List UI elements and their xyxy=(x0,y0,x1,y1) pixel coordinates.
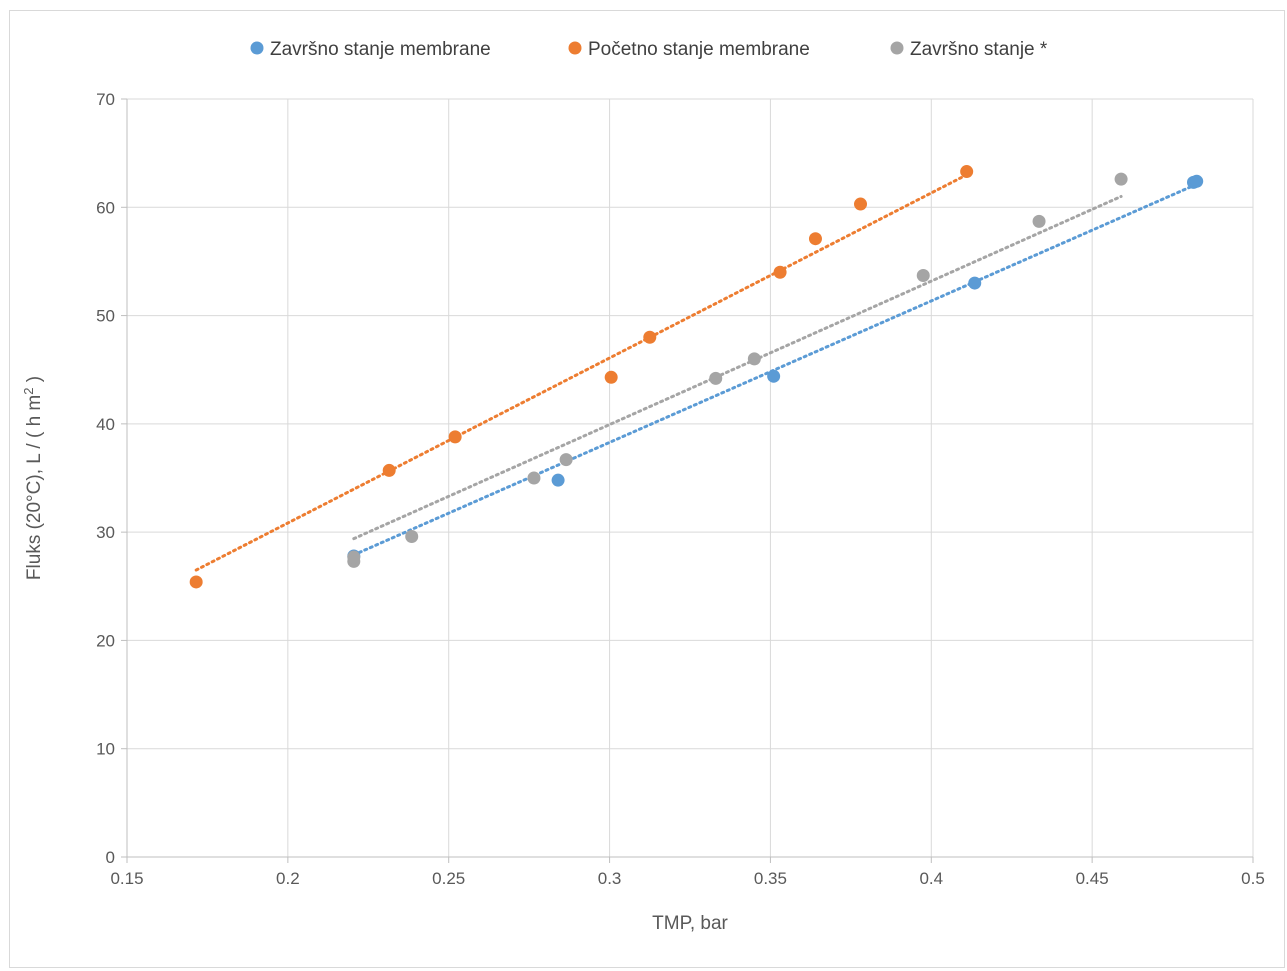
data-points xyxy=(189,165,1204,589)
point-series-3 xyxy=(1032,214,1046,228)
point-series-3 xyxy=(527,471,541,485)
x-tick-label: 0.45 xyxy=(1076,869,1109,888)
point-series-1 xyxy=(551,473,565,487)
y-tick-label: 40 xyxy=(96,415,115,434)
point-series-2 xyxy=(960,165,974,179)
point-series-2 xyxy=(604,370,618,384)
legend-marker-series-1 xyxy=(250,41,264,55)
point-series-2 xyxy=(854,197,868,211)
trendline-series-2 xyxy=(194,173,969,572)
y-tick-label: 30 xyxy=(96,523,115,542)
point-series-3 xyxy=(709,371,723,385)
y-axis-title-close: ) xyxy=(24,376,45,388)
y-tick-label: 0 xyxy=(106,848,115,867)
x-tick-label: 0.3 xyxy=(598,869,622,888)
point-series-3 xyxy=(559,453,573,467)
trendline-series-3 xyxy=(352,194,1123,541)
point-series-2 xyxy=(382,463,396,477)
x-tick-label: 0.2 xyxy=(276,869,300,888)
point-series-3 xyxy=(1114,172,1128,186)
point-series-3 xyxy=(747,352,761,366)
gridlines xyxy=(127,98,1254,857)
x-tick-label: 0.25 xyxy=(432,869,465,888)
legend-marker-series-3 xyxy=(890,41,904,55)
point-series-2 xyxy=(448,430,462,444)
point-series-3 xyxy=(347,550,361,564)
point-series-3 xyxy=(916,269,930,283)
point-series-2 xyxy=(189,575,203,589)
y-axis-title-superscript: 2 xyxy=(21,388,36,395)
y-tick-label: 50 xyxy=(96,307,115,326)
x-tick-label: 0.15 xyxy=(110,869,143,888)
point-series-1 xyxy=(767,369,781,383)
legend-marker-series-2 xyxy=(568,41,582,55)
y-tick-label: 20 xyxy=(96,631,115,650)
point-series-2 xyxy=(773,265,787,279)
legend-label-series-1: Završno stanje membrane xyxy=(270,39,491,60)
point-series-2 xyxy=(643,330,657,344)
y-tick-label: 70 xyxy=(96,90,115,109)
tick-labels: 0.15 0.2 0.25 0.3 0.35 0.4 0.45 0.5 0 10 20 30 40 50 6… xyxy=(96,90,1265,888)
x-tick-label: 0.5 xyxy=(1241,869,1265,888)
point-series-1 xyxy=(1190,174,1204,188)
point-series-1 xyxy=(968,276,982,290)
y-tick-label: 10 xyxy=(96,740,115,759)
chart-frame xyxy=(9,10,1285,968)
legend-label-series-2: Početno stanje membrane xyxy=(588,39,810,60)
legend-label-series-3: Završno stanje * xyxy=(910,39,1048,60)
y-axis-title: Fluks (20°C), L / ( h m2 ) xyxy=(21,376,46,580)
point-series-2 xyxy=(808,232,822,246)
trendlines xyxy=(194,173,1195,572)
x-axis-title: TMP, bar xyxy=(652,913,728,934)
point-series-3 xyxy=(405,529,419,543)
legend: Završno stanje membrane Početno stanje me… xyxy=(250,39,1048,60)
axes xyxy=(121,98,1254,863)
y-axis-title-main: Fluks (20°C), L / ( h m xyxy=(24,395,45,580)
y-tick-label: 60 xyxy=(96,198,115,217)
x-tick-label: 0.4 xyxy=(919,869,943,888)
x-tick-label: 0.35 xyxy=(754,869,787,888)
